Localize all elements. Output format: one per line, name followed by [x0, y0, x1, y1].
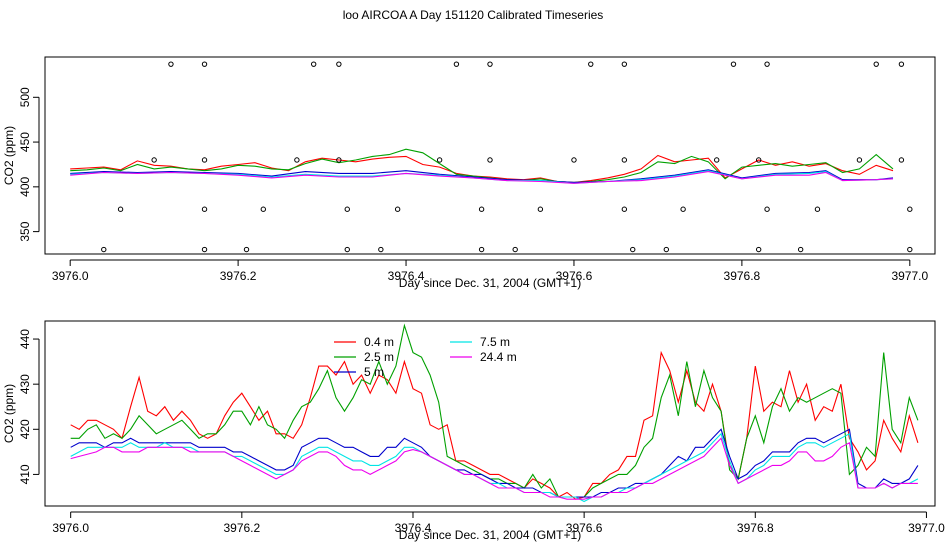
data-marker-point — [621, 157, 628, 163]
bottom-panel: 3976.0 3976.2 3976.4 3976.6 3976.8 3977.0 Day … — [2, 320, 945, 542]
series-line-2-5-m — [70, 323, 919, 498]
x-tick-label: 3976.6 — [566, 521, 603, 535]
y-tick-label: 400 — [18, 177, 32, 197]
data-marker-point — [310, 61, 317, 67]
y-tick-label: 350 — [18, 221, 32, 241]
series-line-7-5-m — [70, 432, 919, 503]
data-marker-point — [907, 206, 913, 212]
x-tick-label: 3977.0 — [891, 269, 928, 283]
series-line-2 — [70, 169, 894, 183]
data-marker-point — [512, 246, 518, 253]
x-tick-label: 3976.8 — [737, 521, 774, 535]
data-marker-point — [537, 206, 544, 212]
plot-area — [70, 61, 913, 253]
legend-label: 2.5 m — [364, 350, 394, 364]
data-marker-point — [663, 246, 670, 253]
data-marker-point — [571, 157, 577, 163]
data-marker-point — [478, 206, 485, 212]
data-marker-point — [755, 246, 762, 253]
data-marker-point — [621, 206, 628, 212]
x-tick-label: 3977.0 — [908, 521, 945, 535]
data-marker-point — [453, 61, 460, 67]
legend: 0.4 m2.5 m5 m 7.5 m24.4 m — [334, 335, 517, 379]
data-marker-point — [201, 157, 208, 163]
data-marker-point — [730, 61, 737, 67]
data-marker-point — [814, 206, 821, 212]
data-marker-point — [588, 61, 594, 67]
data-marker-point — [151, 157, 157, 163]
series-line-4 — [70, 171, 894, 184]
y-tick-label: 440 — [18, 329, 32, 349]
data-marker-point — [478, 246, 485, 253]
data-marker-point — [336, 61, 342, 67]
top-panel: 3976.0 3976.2 3976.4 3976.6 3976.8 3977.0 Day … — [2, 56, 936, 290]
data-marker-point — [487, 61, 493, 67]
chart-title: loo AIRCOA A Day 151120 Calibrated Times… — [343, 8, 604, 22]
x-tick-label: 3976.8 — [724, 269, 761, 283]
y-tick-label: 420 — [18, 419, 32, 439]
data-marker-point — [680, 206, 686, 212]
x-axis-label: Day since Dec. 31, 2004 (GMT+1) — [399, 528, 581, 542]
data-marker-point — [201, 246, 208, 253]
legend-label: 7.5 m — [480, 335, 510, 349]
data-marker-point — [873, 61, 879, 67]
x-tick-label: 3976.4 — [395, 521, 432, 535]
x-tick-label: 3976.2 — [223, 521, 260, 535]
data-marker-point — [168, 61, 174, 67]
x-axis-label: Day since Dec. 31, 2004 (GMT+1) — [399, 276, 581, 290]
series-line-5-m — [70, 428, 919, 498]
data-marker-point — [630, 246, 636, 253]
data-marker-point — [907, 246, 913, 253]
data-marker-point — [243, 246, 250, 253]
y-tick-label: 500 — [18, 87, 32, 107]
data-marker-point — [621, 61, 628, 67]
y-tick-label: 430 — [18, 374, 32, 394]
data-marker-point — [344, 246, 350, 253]
data-marker-point — [898, 157, 905, 163]
legend-label: 0.4 m — [364, 335, 394, 349]
x-tick-label: 3976.6 — [556, 269, 593, 283]
data-marker-point — [898, 61, 905, 67]
data-marker-point — [201, 206, 208, 212]
plot-frame — [44, 56, 936, 255]
data-marker-point — [764, 61, 770, 67]
y-axis-label: CO2 (ppm) — [2, 384, 16, 443]
data-marker-point — [394, 206, 401, 212]
data-marker-point — [755, 157, 762, 163]
x-tick-label: 3976.0 — [52, 521, 89, 535]
data-marker-point — [201, 61, 208, 67]
data-marker-point — [294, 157, 300, 163]
data-marker-point — [101, 246, 107, 253]
y-tick-label: 450 — [18, 132, 32, 152]
y-tick-label: 410 — [18, 464, 32, 484]
data-marker-point — [436, 157, 443, 163]
data-marker-point — [344, 206, 350, 212]
data-marker-point — [764, 206, 770, 212]
data-marker-point — [713, 157, 720, 163]
plot-area — [70, 323, 919, 503]
data-marker-point — [260, 206, 267, 212]
data-marker-point — [336, 157, 342, 163]
data-marker-point — [797, 246, 804, 253]
legend-label: 24.4 m — [480, 350, 517, 364]
data-marker-point — [856, 157, 863, 163]
y-axis-label: CO2 (ppm) — [2, 126, 16, 185]
x-tick-label: 3976.0 — [52, 269, 89, 283]
data-marker-point — [378, 246, 384, 253]
data-marker-point — [487, 157, 493, 163]
series-line-24-4-m — [70, 437, 918, 500]
x-tick-label: 3976.4 — [388, 269, 425, 283]
series-line-1 — [70, 148, 894, 183]
x-tick-label: 3976.2 — [220, 269, 257, 283]
legend-label: 5 m — [364, 365, 384, 379]
data-marker-point — [117, 206, 124, 212]
plot-frame — [44, 320, 936, 507]
series-line-0-4-m — [70, 350, 919, 500]
